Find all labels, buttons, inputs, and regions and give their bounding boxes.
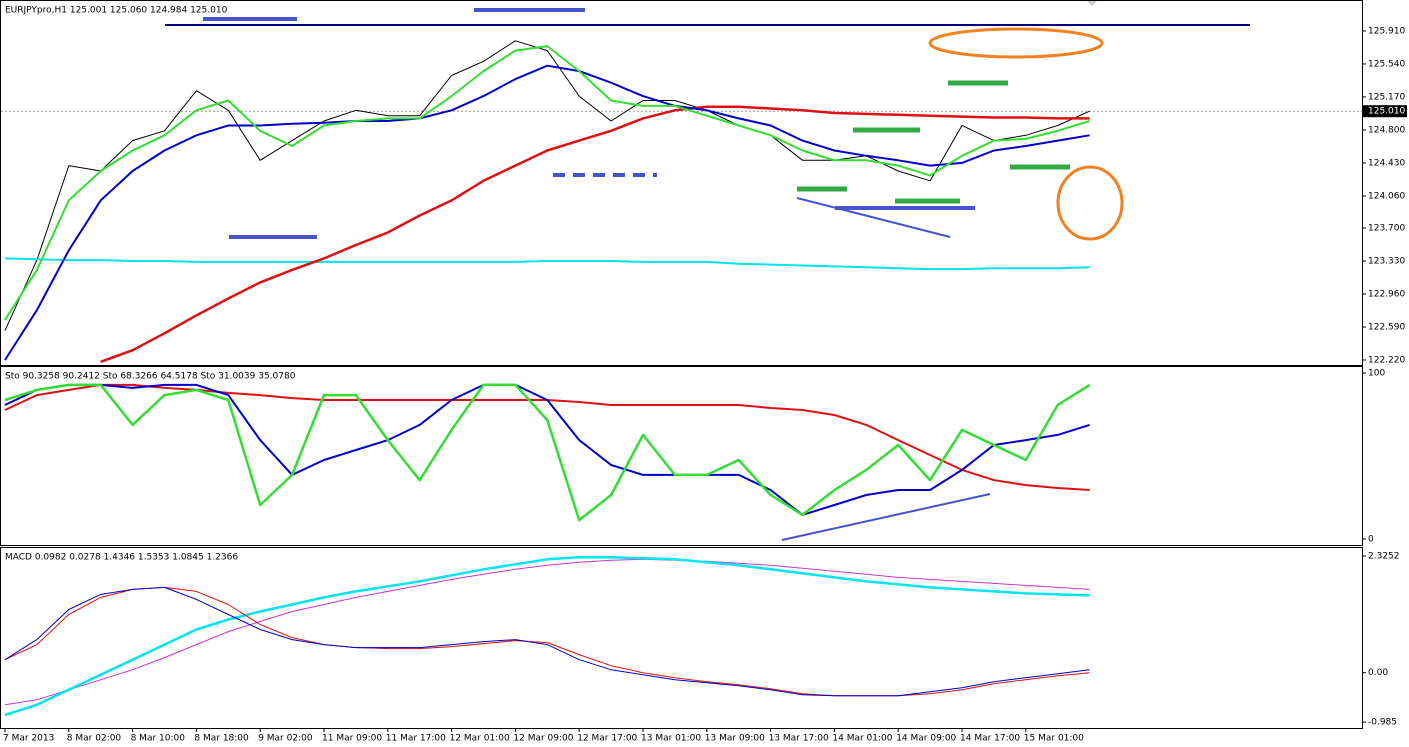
y-tick-label: 100 (1368, 368, 1385, 378)
y-tick-label: 124.800 (1368, 125, 1405, 135)
series-line (4, 45, 1090, 321)
panel-title: MACD 0.0982 0.0278 1.4346 1.5353 1.0845 … (5, 553, 238, 563)
y-tick-label: 125.540 (1368, 59, 1405, 69)
x-tick-label: 12 Mar 17:00 (577, 734, 637, 744)
series-line (4, 558, 1090, 706)
highlight-ellipse (928, 27, 1104, 59)
x-tick-label: 15 Mar 01:00 (1024, 734, 1084, 744)
x-tick-label: 14 Mar 17:00 (960, 734, 1020, 744)
y-tick-label: 2.3252 (1368, 552, 1400, 562)
panel-title: EURJPYpro,H1 125.001 125.060 124.984 125… (5, 6, 228, 16)
y-tick-label: 124.430 (1368, 158, 1405, 168)
series-line (4, 40, 1090, 331)
y-tick-label: 0 (1368, 535, 1374, 545)
trend-line (796, 197, 951, 238)
x-tick-label: 14 Mar 01:00 (832, 734, 892, 744)
y-tick-label: -0.985 (1368, 718, 1397, 728)
x-tick-label: 13 Mar 09:00 (705, 734, 765, 744)
x-tick-label: 8 Mar 18:00 (194, 734, 249, 744)
x-tick-label: 12 Mar 09:00 (513, 734, 573, 744)
series-line (4, 586, 1090, 697)
y-tick-label: 122.590 (1368, 323, 1405, 333)
stochastic-panel (0, 366, 1363, 546)
series-line (4, 383, 1090, 516)
x-tick-label: 11 Mar 17:00 (386, 734, 446, 744)
series-line (4, 64, 1090, 361)
series-line (4, 586, 1090, 697)
last-price-label: 125.010 (1368, 107, 1405, 117)
y-tick-label: 125.170 (1368, 92, 1405, 102)
x-tick-label: 9 Mar 02:00 (258, 734, 313, 744)
x-tick-label: 14 Mar 09:00 (896, 734, 956, 744)
y-tick-label: 122.220 (1368, 356, 1405, 366)
y-tick-label: 123.700 (1368, 224, 1405, 234)
x-tick-label: 7 Mar 2013 (3, 734, 54, 744)
x-tick-label: 13 Mar 17:00 (769, 734, 829, 744)
y-tick-label: 0.00 (1368, 668, 1388, 678)
y-tick-label: 123.330 (1368, 257, 1405, 267)
series-line (4, 556, 1090, 717)
macd-panel (0, 547, 1363, 729)
series-line (100, 105, 1090, 363)
x-tick-label: 8 Mar 10:00 (131, 734, 186, 744)
price-panel (0, 0, 1363, 366)
x-tick-label: 8 Mar 02:00 (67, 734, 122, 744)
series-line (4, 257, 1090, 271)
x-tick-label: 12 Mar 01:00 (450, 734, 510, 744)
series-line (4, 383, 1091, 522)
trend-line (781, 493, 991, 541)
highlight-ellipse (1056, 165, 1124, 241)
panel-title: Sto 90.3258 90.2412 Sto 68.3266 64.5178 … (5, 372, 296, 382)
x-tick-label: 13 Mar 01:00 (641, 734, 701, 744)
x-tick-label: 11 Mar 09:00 (322, 734, 382, 744)
y-tick-label: 122.960 (1368, 290, 1405, 300)
y-tick-label: 124.060 (1368, 191, 1405, 201)
last-price-tag (1363, 105, 1407, 118)
drawings (165, 1, 1250, 241)
shift-marker (1087, 1, 1097, 6)
y-tick-label: 125.910 (1368, 26, 1405, 36)
